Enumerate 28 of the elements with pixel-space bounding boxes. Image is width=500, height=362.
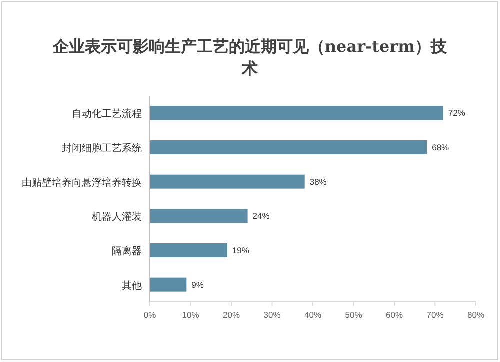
x-tick-label: 20% xyxy=(222,310,240,320)
x-tick-label: 0% xyxy=(144,310,157,320)
bar xyxy=(150,140,428,154)
data-label: 38% xyxy=(310,176,328,187)
y-tick-label: 由贴壁培养向悬浮培养转换 xyxy=(22,176,142,189)
bar xyxy=(150,209,248,224)
x-tick-label: 50% xyxy=(345,310,363,320)
y-tick-label: 机器人灌装 xyxy=(92,211,142,224)
y-tick-label: 隔离器 xyxy=(112,246,142,258)
data-label: 68% xyxy=(432,142,450,152)
data-label: 72% xyxy=(448,108,466,118)
x-tick-label: 80% xyxy=(467,310,485,320)
x-tick-label: 30% xyxy=(264,310,282,320)
bar xyxy=(150,278,187,292)
data-label: 9% xyxy=(192,280,204,290)
x-tick-label: 60% xyxy=(386,310,404,320)
x-tick-label: 10% xyxy=(182,310,200,320)
bar xyxy=(150,244,228,258)
bar xyxy=(150,174,305,189)
chart-title: 企业表示可影响生产工艺的近期可见（near-term）技术 xyxy=(52,37,448,78)
y-tick-label: 自动化工艺流程 xyxy=(72,108,142,120)
bar xyxy=(150,106,444,120)
data-label: 19% xyxy=(232,246,250,256)
x-tick-label: 40% xyxy=(304,310,322,320)
y-tick-label: 其他 xyxy=(122,280,142,292)
data-label: 24% xyxy=(252,211,270,222)
y-tick-label: 封闭细胞工艺系统 xyxy=(62,142,142,154)
x-tick-label: 70% xyxy=(426,310,444,320)
